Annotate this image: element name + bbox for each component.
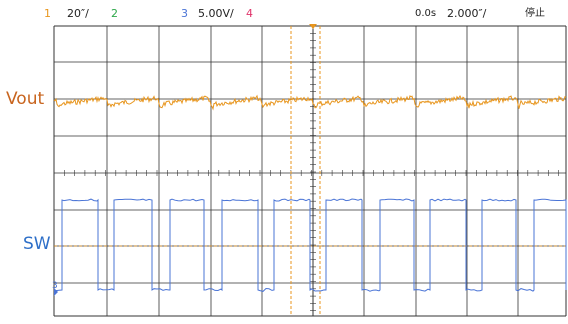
ch4-indicator[interactable]: 4: [246, 7, 253, 20]
ch3-indicator[interactable]: 3: [181, 7, 188, 20]
sw-waveform: [53, 198, 567, 292]
ground-marker-icon[interactable]: [54, 288, 58, 296]
status-bar: 1 20″/ 2 3 5.00V/ 4 0.0s 2.000″/ 停止: [0, 0, 568, 24]
run-state[interactable]: 停止: [525, 8, 545, 19]
vout-label: Vout: [6, 89, 45, 109]
timebase: 2.000″/: [447, 7, 487, 20]
ch3-ground-label: 3: [52, 281, 58, 291]
horizontal-position: 0.0s: [415, 8, 437, 19]
ch1-scale: 20″/: [67, 7, 89, 20]
trigger-arrow-icon[interactable]: [309, 24, 317, 29]
ch3-scale: 5.00V/: [198, 7, 234, 20]
vout-waveform: [53, 94, 567, 111]
sw-label: SW: [23, 234, 51, 254]
ch1-indicator[interactable]: 1: [44, 7, 51, 20]
ch2-indicator[interactable]: 2: [111, 7, 118, 20]
